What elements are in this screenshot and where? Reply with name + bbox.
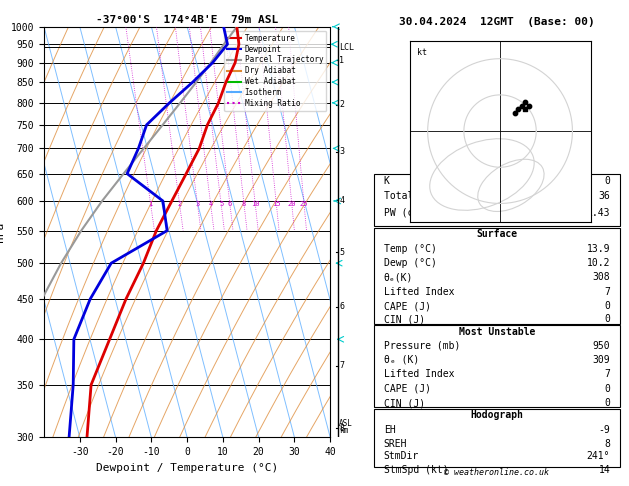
Text: 1.43: 1.43 [587, 208, 610, 218]
Text: Surface: Surface [476, 229, 518, 240]
Text: 1: 1 [148, 201, 153, 207]
Text: 5: 5 [339, 248, 344, 257]
Point [520, 98, 530, 106]
Text: EH: EH [384, 425, 396, 434]
Y-axis label: hPa: hPa [0, 222, 5, 242]
Text: Pressure (mb): Pressure (mb) [384, 341, 460, 351]
Text: 10.2: 10.2 [587, 258, 610, 268]
Text: Totals Totals: Totals Totals [384, 191, 460, 201]
Point [513, 105, 523, 113]
Text: Most Unstable: Most Unstable [459, 327, 535, 337]
Text: 25: 25 [300, 201, 308, 207]
Text: -9: -9 [598, 425, 610, 434]
Bar [374, 174, 620, 226]
Text: 4: 4 [339, 196, 344, 205]
Text: 0: 0 [604, 314, 610, 324]
Text: 1: 1 [339, 55, 344, 65]
Text: PW (cm): PW (cm) [384, 208, 425, 218]
Title: -37°00'S  174°4B'E  79m ASL: -37°00'S 174°4B'E 79m ASL [96, 15, 278, 25]
Text: Hodograph: Hodograph [470, 410, 523, 420]
Text: θₑ(K): θₑ(K) [384, 272, 413, 282]
Text: 0: 0 [604, 384, 610, 394]
Text: © weatheronline.co.uk: © weatheronline.co.uk [445, 469, 549, 477]
X-axis label: Dewpoint / Temperature (°C): Dewpoint / Temperature (°C) [96, 463, 278, 473]
Point [509, 109, 520, 117]
Text: StmSpd (kt): StmSpd (kt) [384, 465, 448, 475]
Text: 0: 0 [604, 176, 610, 186]
Text: Lifted Index: Lifted Index [384, 369, 454, 380]
Point [524, 102, 534, 110]
Text: ASL: ASL [339, 419, 353, 429]
Text: 2: 2 [339, 101, 344, 109]
Bar [374, 228, 620, 324]
Text: 308: 308 [593, 272, 610, 282]
Text: CAPE (J): CAPE (J) [384, 301, 431, 312]
Text: 2: 2 [177, 201, 182, 207]
Text: CIN (J): CIN (J) [384, 314, 425, 324]
Text: CIN (J): CIN (J) [384, 398, 425, 408]
Bar [374, 409, 620, 467]
Bar [374, 326, 620, 407]
Text: 10: 10 [251, 201, 260, 207]
Point [520, 105, 530, 113]
Text: SREH: SREH [384, 438, 407, 449]
Text: 7: 7 [604, 369, 610, 380]
Text: 309: 309 [593, 355, 610, 364]
Text: 36: 36 [598, 191, 610, 201]
Text: 950: 950 [593, 341, 610, 351]
Text: Temp (°C): Temp (°C) [384, 244, 437, 254]
Text: 30.04.2024  12GMT  (Base: 00): 30.04.2024 12GMT (Base: 00) [399, 17, 595, 27]
Text: CAPE (J): CAPE (J) [384, 384, 431, 394]
Text: 7: 7 [604, 287, 610, 297]
Text: 3: 3 [196, 201, 199, 207]
Text: 8: 8 [242, 201, 246, 207]
Text: 4: 4 [208, 201, 213, 207]
Text: 6: 6 [228, 201, 232, 207]
Text: km: km [339, 426, 348, 435]
Text: K: K [384, 176, 389, 186]
Text: 241°: 241° [587, 451, 610, 461]
Text: 15: 15 [272, 201, 281, 207]
Text: 8: 8 [339, 424, 344, 433]
Legend: Temperature, Dewpoint, Parcel Trajectory, Dry Adiabat, Wet Adiabat, Isotherm, Mi: Temperature, Dewpoint, Parcel Trajectory… [224, 31, 326, 111]
Text: 8: 8 [604, 438, 610, 449]
Point [517, 102, 527, 110]
Text: Lifted Index: Lifted Index [384, 287, 454, 297]
Text: kt: kt [417, 48, 427, 57]
Text: θₑ (K): θₑ (K) [384, 355, 419, 364]
Text: 0: 0 [604, 301, 610, 312]
Text: 7: 7 [339, 362, 344, 370]
Text: 5: 5 [219, 201, 223, 207]
Text: 14: 14 [598, 465, 610, 475]
Text: 3: 3 [339, 147, 344, 156]
Text: 6: 6 [339, 302, 344, 311]
Text: 0: 0 [604, 398, 610, 408]
Text: LCL: LCL [339, 43, 354, 52]
Text: 20: 20 [287, 201, 296, 207]
Text: Dewp (°C): Dewp (°C) [384, 258, 437, 268]
Text: StmDir: StmDir [384, 451, 419, 461]
Text: 13.9: 13.9 [587, 244, 610, 254]
